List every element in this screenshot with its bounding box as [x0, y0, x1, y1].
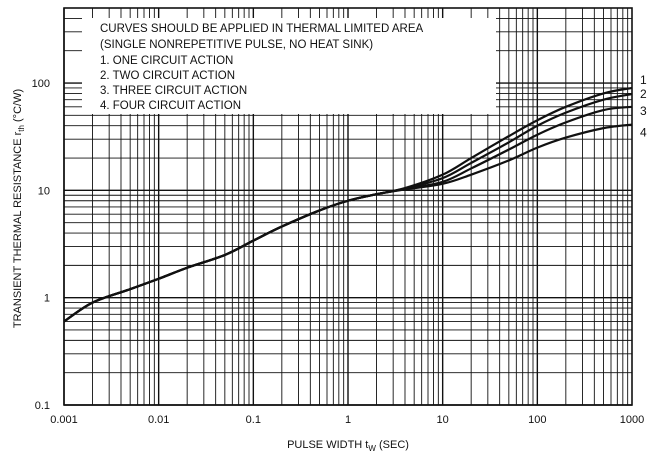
x-axis-label-subscript: W — [368, 444, 376, 453]
y-axis-label-main: TRANSIENT THERMAL RESISTANCE r — [12, 131, 24, 328]
x-tick-label: 0.1 — [246, 414, 261, 426]
curve-label-1: 1 — [640, 73, 647, 87]
x-axis-label-unit: (SEC) — [376, 439, 409, 451]
annotation-line-3: 1. ONE CIRCUIT ACTION — [100, 55, 233, 67]
annotation-background — [82, 18, 496, 114]
x-tick-label: 0.01 — [148, 414, 169, 426]
x-axis-label: PULSE WIDTH tW (SEC) — [287, 439, 409, 453]
annotation-line-6: 4. FOUR CIRCUIT ACTION — [100, 100, 241, 112]
y-tick-labels: 0.1 1 10 100 — [32, 78, 50, 412]
y-axis-label-subscript: th — [17, 125, 26, 132]
x-tick-label: 1 — [345, 414, 351, 426]
x-tick-label: 100 — [528, 414, 546, 426]
curve-4 — [63, 123, 633, 323]
annotation-box: CURVES SHOULD BE APPLIED IN THERMAL LIMI… — [82, 18, 496, 114]
x-tick-label: 0.001 — [50, 414, 78, 426]
x-tick-labels: 0.001 0.01 0.1 1 10 100 1000 — [50, 414, 644, 426]
y-tick-label: 10 — [38, 185, 50, 197]
curve-label-4: 4 — [640, 126, 647, 140]
y-tick-label: 100 — [32, 78, 50, 90]
curve-label-3: 3 — [640, 104, 647, 118]
y-tick-label: 1 — [44, 293, 50, 305]
x-axis-label-main: PULSE WIDTH t — [287, 439, 368, 451]
y-tick-label: 0.1 — [35, 400, 50, 412]
curve-label-2: 2 — [640, 87, 647, 101]
x-tick-label: 1000 — [620, 414, 644, 426]
y-axis-label-unit: (°C/W) — [12, 89, 24, 125]
annotation-line-2: (SINGLE NONREPETITIVE PULSE, NO HEAT SIN… — [100, 39, 373, 51]
curves-group: 12 3 4 — [63, 73, 647, 323]
plot-frame — [63, 7, 633, 406]
annotation-line-4: 2. TWO CIRCUIT ACTION — [100, 70, 235, 82]
y-axis-label: TRANSIENT THERMAL RESISTANCE rth (°C/W) — [12, 89, 26, 328]
x-tick-label: 10 — [437, 414, 449, 426]
annotation-line-5: 3. THREE CIRCUIT ACTION — [100, 85, 247, 97]
annotation-line-1: CURVES SHOULD BE APPLIED IN THERMAL LIMI… — [100, 23, 423, 35]
